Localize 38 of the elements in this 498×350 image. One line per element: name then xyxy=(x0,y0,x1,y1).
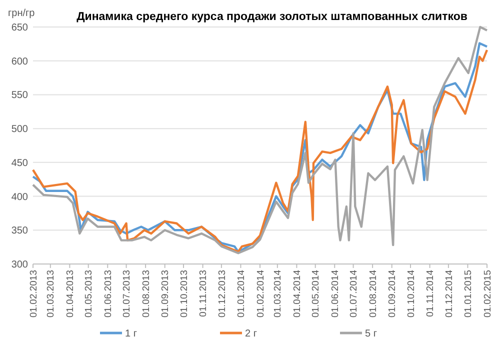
y-tick-label: 500 xyxy=(11,124,28,136)
x-tick-label: 01.01.2014 xyxy=(236,270,248,318)
x-tick-label: 01.07.2014 xyxy=(348,270,360,318)
x-tick-label: 01.08.2013 xyxy=(140,270,152,318)
y-tick-label: 600 xyxy=(11,56,28,68)
x-tick-label: 01.03.2014 xyxy=(272,270,284,318)
x-tick-label: 01.01.2015 xyxy=(463,270,474,318)
x-tick-label: 01.03.2013 xyxy=(46,270,57,318)
x-tick-label: 01.09.2013 xyxy=(160,270,172,318)
y-axis-title: грн/гр xyxy=(8,8,36,19)
x-tick-label: 01.11.2013 xyxy=(198,270,210,317)
y-tick-label: 400 xyxy=(11,192,28,203)
x-tick-label: 01.04.2014 xyxy=(292,270,304,318)
x-tick-label: 01.02.2014 xyxy=(255,270,266,318)
x-tick-label: 01.07.2013 xyxy=(122,270,133,318)
x-tick-label: 01.02.2015 xyxy=(482,270,494,318)
x-tick-label: 01.04.2013 xyxy=(65,270,76,318)
x-tick-label: 01.11.2014 xyxy=(425,270,436,317)
x-tick-label: 01.10.2013 xyxy=(178,270,190,318)
y-tick-label: 650 xyxy=(11,22,28,34)
x-tick-label: 01.12.2014 xyxy=(444,270,455,318)
legend-label: 5 г xyxy=(365,328,378,340)
x-tick-label: 01.05.2014 xyxy=(310,270,322,318)
x-tick-label: 01.12.2013 xyxy=(216,270,228,318)
y-tick-label: 350 xyxy=(11,226,28,237)
x-tick-label: 01.06.2013 xyxy=(102,270,114,318)
legend-label: 1 г xyxy=(125,328,138,340)
x-tick-label: 01.08.2014 xyxy=(368,270,379,318)
x-tick-label: 01.09.2014 xyxy=(387,270,398,318)
y-tick-label: 300 xyxy=(11,260,28,270)
y-tick-label: 450 xyxy=(11,158,28,169)
chart-title: Динамика среднего курса продажи золотых штампованных слитков xyxy=(76,11,468,23)
y-tick-label: 550 xyxy=(11,90,28,102)
x-tick-label: 01.02.2013 xyxy=(28,270,40,318)
x-tick-label: 01.10.2014 xyxy=(406,270,417,318)
x-tick-label: 01.05.2013 xyxy=(84,270,95,318)
legend-label: 2 г xyxy=(245,328,258,340)
x-tick-label: 01.06.2014 xyxy=(330,270,341,318)
